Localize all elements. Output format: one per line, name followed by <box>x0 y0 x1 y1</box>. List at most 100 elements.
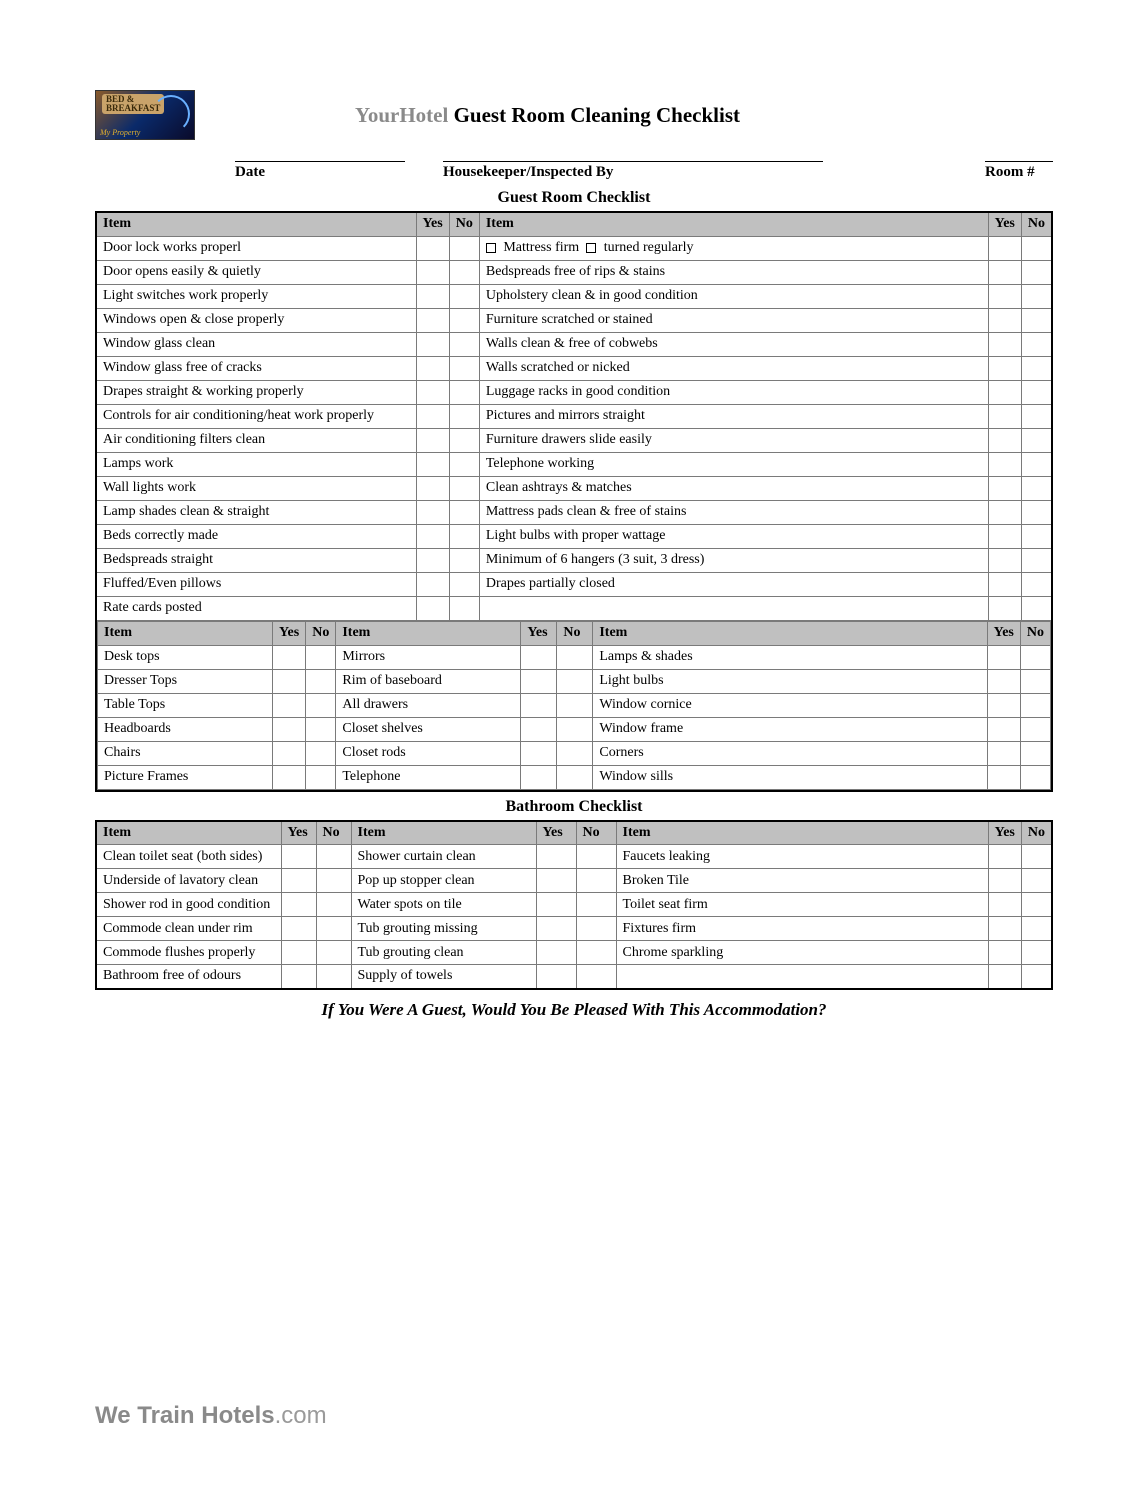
yes-cell[interactable] <box>988 260 1021 284</box>
yes-cell[interactable] <box>987 693 1020 717</box>
yes-cell[interactable] <box>988 332 1021 356</box>
yes-cell[interactable] <box>987 669 1020 693</box>
no-cell[interactable] <box>449 332 479 356</box>
yes-cell[interactable] <box>416 332 449 356</box>
no-cell[interactable] <box>1021 332 1052 356</box>
yes-cell[interactable] <box>988 869 1021 893</box>
no-cell[interactable] <box>449 572 479 596</box>
no-cell[interactable] <box>1021 845 1052 869</box>
yes-cell[interactable] <box>416 524 449 548</box>
yes-cell[interactable] <box>416 260 449 284</box>
no-cell[interactable] <box>316 869 351 893</box>
no-cell[interactable] <box>316 965 351 989</box>
no-cell[interactable] <box>1020 693 1050 717</box>
yes-cell[interactable] <box>987 765 1020 789</box>
no-cell[interactable] <box>1020 669 1050 693</box>
yes-cell[interactable] <box>521 741 557 765</box>
yes-cell[interactable] <box>988 500 1021 524</box>
no-cell[interactable] <box>1021 380 1052 404</box>
no-cell[interactable] <box>449 596 479 620</box>
no-cell[interactable] <box>576 917 616 941</box>
yes-cell[interactable] <box>988 308 1021 332</box>
no-cell[interactable] <box>449 548 479 572</box>
no-cell[interactable] <box>449 476 479 500</box>
yes-cell[interactable] <box>273 765 306 789</box>
yes-cell[interactable] <box>416 596 449 620</box>
yes-cell[interactable] <box>273 645 306 669</box>
yes-cell[interactable] <box>536 965 576 989</box>
no-cell[interactable] <box>557 717 593 741</box>
yes-cell[interactable] <box>416 452 449 476</box>
no-cell[interactable] <box>1020 741 1050 765</box>
no-cell[interactable] <box>1021 260 1052 284</box>
no-cell[interactable] <box>449 452 479 476</box>
yes-cell[interactable] <box>416 500 449 524</box>
no-cell[interactable] <box>1021 893 1052 917</box>
no-cell[interactable] <box>1021 284 1052 308</box>
no-cell[interactable] <box>557 693 593 717</box>
yes-cell[interactable] <box>988 284 1021 308</box>
no-cell[interactable] <box>1021 452 1052 476</box>
yes-cell[interactable] <box>521 717 557 741</box>
yes-cell[interactable] <box>988 356 1021 380</box>
no-cell[interactable] <box>306 669 336 693</box>
yes-cell[interactable] <box>988 845 1021 869</box>
yes-cell[interactable] <box>281 965 316 989</box>
no-cell[interactable] <box>1021 524 1052 548</box>
yes-cell[interactable] <box>416 308 449 332</box>
no-cell[interactable] <box>316 941 351 965</box>
housekeeper-field[interactable]: Housekeeper/Inspected By <box>443 158 823 181</box>
yes-cell[interactable] <box>416 284 449 308</box>
yes-cell[interactable] <box>281 869 316 893</box>
yes-cell[interactable] <box>416 356 449 380</box>
yes-cell[interactable] <box>416 572 449 596</box>
yes-cell[interactable] <box>988 548 1021 572</box>
yes-cell[interactable] <box>536 941 576 965</box>
no-cell[interactable] <box>1021 236 1052 260</box>
no-cell[interactable] <box>449 404 479 428</box>
yes-cell[interactable] <box>988 380 1021 404</box>
no-cell[interactable] <box>306 717 336 741</box>
yes-cell[interactable] <box>416 380 449 404</box>
yes-cell[interactable] <box>988 941 1021 965</box>
no-cell[interactable] <box>316 845 351 869</box>
no-cell[interactable] <box>1021 965 1052 989</box>
no-cell[interactable] <box>449 308 479 332</box>
yes-cell[interactable] <box>273 669 306 693</box>
no-cell[interactable] <box>449 236 479 260</box>
yes-cell[interactable] <box>536 845 576 869</box>
no-cell[interactable] <box>576 893 616 917</box>
yes-cell[interactable] <box>521 669 557 693</box>
yes-cell[interactable] <box>416 236 449 260</box>
yes-cell[interactable] <box>988 236 1021 260</box>
no-cell[interactable] <box>1021 308 1052 332</box>
yes-cell[interactable] <box>988 428 1021 452</box>
yes-cell[interactable] <box>988 596 1021 620</box>
no-cell[interactable] <box>1020 717 1050 741</box>
yes-cell[interactable] <box>416 428 449 452</box>
yes-cell[interactable] <box>273 741 306 765</box>
yes-cell[interactable] <box>273 693 306 717</box>
no-cell[interactable] <box>1021 572 1052 596</box>
no-cell[interactable] <box>1020 765 1050 789</box>
yes-cell[interactable] <box>987 645 1020 669</box>
no-cell[interactable] <box>1021 428 1052 452</box>
yes-cell[interactable] <box>988 893 1021 917</box>
room-field[interactable]: Room # <box>985 158 1053 181</box>
no-cell[interactable] <box>557 741 593 765</box>
yes-cell[interactable] <box>281 845 316 869</box>
yes-cell[interactable] <box>536 917 576 941</box>
yes-cell[interactable] <box>416 548 449 572</box>
no-cell[interactable] <box>1021 917 1052 941</box>
checkbox-icon[interactable] <box>486 243 496 253</box>
no-cell[interactable] <box>449 428 479 452</box>
yes-cell[interactable] <box>281 893 316 917</box>
no-cell[interactable] <box>1021 941 1052 965</box>
no-cell[interactable] <box>306 741 336 765</box>
no-cell[interactable] <box>449 500 479 524</box>
no-cell[interactable] <box>306 645 336 669</box>
no-cell[interactable] <box>1021 476 1052 500</box>
yes-cell[interactable] <box>281 917 316 941</box>
no-cell[interactable] <box>449 356 479 380</box>
no-cell[interactable] <box>449 524 479 548</box>
